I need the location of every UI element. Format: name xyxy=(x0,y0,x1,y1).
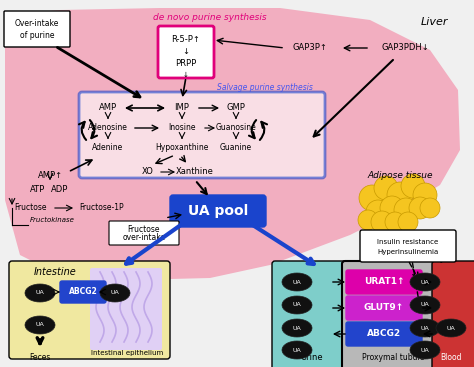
Text: UA: UA xyxy=(420,326,429,331)
Text: UA: UA xyxy=(447,326,456,331)
Text: Liver: Liver xyxy=(420,17,448,27)
Text: of purine: of purine xyxy=(20,30,54,40)
Text: GLUT9↑: GLUT9↑ xyxy=(364,304,404,312)
Text: Urine: Urine xyxy=(301,353,323,363)
Ellipse shape xyxy=(282,273,312,291)
Circle shape xyxy=(358,210,378,230)
Ellipse shape xyxy=(410,341,440,359)
FancyBboxPatch shape xyxy=(90,268,162,350)
Text: Inosine: Inosine xyxy=(168,124,196,132)
Text: Insulin resistance: Insulin resistance xyxy=(377,239,438,245)
FancyBboxPatch shape xyxy=(60,281,106,303)
Text: ↓: ↓ xyxy=(183,72,189,78)
FancyBboxPatch shape xyxy=(346,322,422,346)
Circle shape xyxy=(420,198,440,218)
Text: GAP3P↑: GAP3P↑ xyxy=(292,44,328,52)
Text: UA: UA xyxy=(292,302,301,308)
Text: Adenosine: Adenosine xyxy=(88,124,128,132)
Text: UA pool: UA pool xyxy=(188,204,248,218)
Ellipse shape xyxy=(25,284,55,302)
Ellipse shape xyxy=(436,319,466,337)
Circle shape xyxy=(398,212,418,232)
Text: Salvage purine synthesis: Salvage purine synthesis xyxy=(217,84,313,92)
Text: UA: UA xyxy=(36,323,45,327)
FancyBboxPatch shape xyxy=(158,26,214,78)
FancyBboxPatch shape xyxy=(4,11,70,47)
Text: UA: UA xyxy=(420,348,429,352)
Ellipse shape xyxy=(282,341,312,359)
Text: Fructose-1P: Fructose-1P xyxy=(80,203,124,212)
Text: Blood: Blood xyxy=(440,353,462,363)
Text: Fructokinase: Fructokinase xyxy=(29,217,74,223)
Ellipse shape xyxy=(410,319,440,337)
Text: Proxymal tubule: Proxymal tubule xyxy=(362,353,424,363)
FancyBboxPatch shape xyxy=(272,261,358,367)
FancyBboxPatch shape xyxy=(170,195,266,227)
Text: UA: UA xyxy=(292,280,301,284)
Text: de novo purine synthesis: de novo purine synthesis xyxy=(153,14,267,22)
Text: Fructose: Fructose xyxy=(14,203,46,212)
FancyBboxPatch shape xyxy=(109,221,179,245)
Text: UA: UA xyxy=(36,291,45,295)
Text: UA: UA xyxy=(420,280,429,284)
FancyBboxPatch shape xyxy=(432,261,474,367)
Text: over-intake: over-intake xyxy=(122,233,165,243)
Text: R-5-P↑: R-5-P↑ xyxy=(172,36,201,44)
Text: XO: XO xyxy=(142,167,154,177)
Text: Feces: Feces xyxy=(29,352,51,361)
Ellipse shape xyxy=(410,296,440,314)
Ellipse shape xyxy=(282,319,312,337)
Text: GAP3PDH↓: GAP3PDH↓ xyxy=(381,44,429,52)
Ellipse shape xyxy=(25,316,55,334)
Circle shape xyxy=(385,212,405,232)
FancyBboxPatch shape xyxy=(346,270,422,294)
Text: Intestine: Intestine xyxy=(34,267,76,277)
Text: Kidney: Kidney xyxy=(413,253,447,263)
FancyBboxPatch shape xyxy=(9,261,170,359)
Text: Adipose tissue: Adipose tissue xyxy=(367,171,433,179)
Circle shape xyxy=(394,198,418,222)
Text: URAT1↑: URAT1↑ xyxy=(364,277,404,287)
Text: ATP: ATP xyxy=(30,185,46,195)
Text: UA: UA xyxy=(292,348,301,352)
Text: AMP: AMP xyxy=(99,103,117,113)
Circle shape xyxy=(413,183,437,207)
Text: ↓: ↓ xyxy=(182,47,190,57)
Text: Intestinal epithelium: Intestinal epithelium xyxy=(91,350,163,356)
Text: Guanosine: Guanosine xyxy=(216,124,256,132)
Circle shape xyxy=(387,182,413,208)
Text: Xanthine: Xanthine xyxy=(176,167,214,177)
Text: PRPP: PRPP xyxy=(175,58,197,68)
Text: Hypoxanthine: Hypoxanthine xyxy=(155,143,209,153)
Circle shape xyxy=(366,200,390,224)
Polygon shape xyxy=(5,8,460,280)
Circle shape xyxy=(371,211,393,233)
Circle shape xyxy=(380,196,404,220)
Circle shape xyxy=(401,174,425,198)
Circle shape xyxy=(409,197,431,219)
FancyBboxPatch shape xyxy=(342,261,448,367)
Text: Fructose: Fructose xyxy=(128,225,160,233)
Text: IMP: IMP xyxy=(174,103,190,113)
FancyBboxPatch shape xyxy=(360,230,456,262)
Ellipse shape xyxy=(100,284,130,302)
Text: Hyperinsulinemia: Hyperinsulinemia xyxy=(377,249,438,255)
Text: GMP: GMP xyxy=(227,103,246,113)
Circle shape xyxy=(359,185,385,211)
Text: Adenine: Adenine xyxy=(92,143,124,153)
Text: ADP: ADP xyxy=(51,185,69,195)
Text: Guanine: Guanine xyxy=(220,143,252,153)
Text: AMP↑: AMP↑ xyxy=(37,171,63,179)
Text: ABCG2: ABCG2 xyxy=(367,330,401,338)
Text: ABCG2: ABCG2 xyxy=(69,287,97,297)
Text: UA: UA xyxy=(420,302,429,308)
Text: UA: UA xyxy=(292,326,301,331)
FancyBboxPatch shape xyxy=(79,92,325,178)
FancyBboxPatch shape xyxy=(346,296,422,320)
Circle shape xyxy=(374,176,398,200)
Text: UA: UA xyxy=(110,291,119,295)
Text: Over-intake: Over-intake xyxy=(15,19,59,29)
Ellipse shape xyxy=(282,296,312,314)
Ellipse shape xyxy=(410,273,440,291)
